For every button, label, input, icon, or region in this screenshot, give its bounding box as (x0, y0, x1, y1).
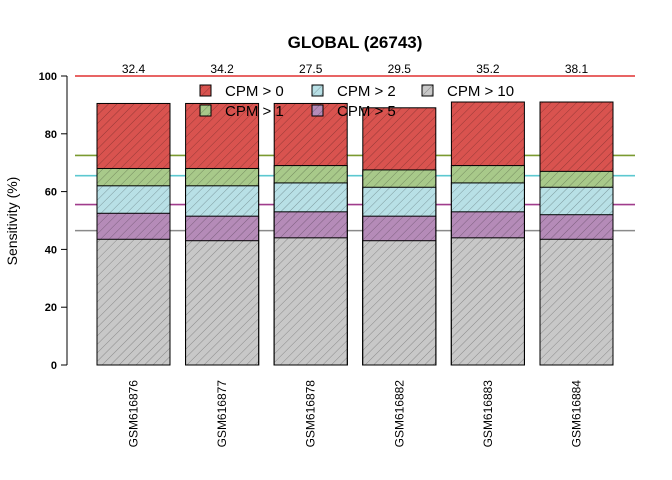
bar-hatch (451, 237, 525, 365)
bar-hatch (274, 237, 348, 365)
legend-swatch-hatch (312, 85, 323, 96)
y-axis-label: Sensitivity (%) (4, 177, 20, 266)
y-tick-label: 20 (45, 302, 57, 314)
bar-top-label: 34.2 (210, 62, 234, 76)
y-tick-label: 0 (51, 360, 57, 372)
top-labels: 32.4 34.2 27.5 29.5 35.2 38.1 (122, 62, 589, 76)
legend-swatch-hatch (200, 105, 211, 116)
bar-hatch (362, 240, 436, 365)
bar-hatch (540, 239, 613, 365)
x-tick-labels: GSM616876 GSM616877 GSM616878 GSM616882 GSM6… (127, 380, 584, 448)
legend-label: CPM > 5 (337, 103, 396, 120)
bar-top-label: 32.4 (122, 62, 146, 76)
legend-swatch-hatch (422, 85, 433, 96)
legend: CPM > 0 CPM > 2 CPM > 10 CPM > 1 CPM > 5 (199, 83, 514, 120)
x-tick-label: GSM616882 (392, 380, 406, 448)
x-tick-label: GSM616878 (304, 380, 318, 448)
legend-item: CPM > 0 (199, 83, 284, 100)
x-tick-label: GSM616877 (215, 380, 229, 448)
legend-item: CPM > 2 (311, 83, 396, 100)
chart-title: GLOBAL (26743) (288, 33, 423, 52)
legend-swatch-hatch (312, 105, 323, 116)
legend-swatch-hatch (200, 85, 211, 96)
y-tick-label: 60 (45, 187, 57, 199)
legend-label: CPM > 10 (447, 83, 514, 100)
y-tick-label: 80 (45, 129, 57, 141)
legend-item: CPM > 5 (311, 103, 396, 120)
bar-top-label: 29.5 (388, 62, 412, 76)
bar-hatch (185, 240, 259, 365)
x-tick-label: GSM616876 (127, 380, 141, 448)
x-tick-label: GSM616883 (481, 380, 495, 448)
legend-item: CPM > 1 (199, 103, 284, 120)
legend-label: CPM > 0 (225, 83, 284, 100)
x-tick-label: GSM616884 (570, 380, 584, 448)
bar-top-label: 27.5 (299, 62, 323, 76)
bar-top-label: 35.2 (476, 62, 500, 76)
y-axis: 0 20 40 60 80 100 (39, 71, 68, 372)
y-tick-label: 40 (45, 244, 57, 256)
legend-label: CPM > 2 (337, 83, 396, 100)
legend-item: CPM > 10 (421, 83, 514, 100)
bars (96, 101, 614, 366)
y-tick-label: 100 (39, 71, 57, 83)
legend-label: CPM > 1 (225, 103, 284, 120)
bar-top-label: 38.1 (565, 62, 589, 76)
bar-hatch (97, 239, 170, 365)
